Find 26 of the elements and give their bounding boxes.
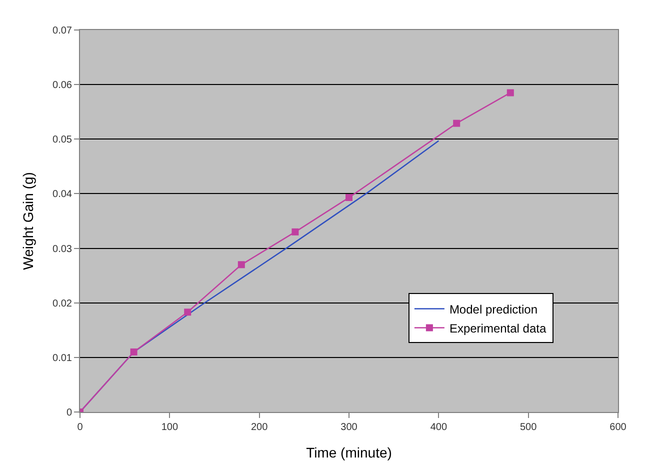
- point: [238, 261, 245, 268]
- x-tick-label: 0: [77, 422, 84, 433]
- y-tick-label: 0: [66, 408, 72, 418]
- x-tick-label: 200: [250, 422, 268, 433]
- x-tick-label: 500: [520, 422, 538, 433]
- y-tick-label: 0.07: [52, 26, 72, 36]
- point: [453, 120, 460, 127]
- x-axis-title: Time (minute): [306, 444, 392, 460]
- legend-label: Model prediction: [449, 302, 538, 316]
- point: [346, 194, 352, 202]
- point: [506, 89, 514, 96]
- y-axis-title: Weight Gain (g): [20, 172, 36, 270]
- legend-label: Experimental data: [449, 321, 546, 336]
- y-tick-label: 0.03: [52, 244, 72, 255]
- y-tick-label: 0.04: [52, 189, 72, 200]
- point: [184, 308, 192, 316]
- x-tick-label: 600: [610, 422, 627, 433]
- x-tick-label: 100: [161, 422, 178, 433]
- x-tick-label: 300: [340, 422, 358, 433]
- point: [292, 228, 299, 236]
- y-tick-label: 0.06: [52, 80, 72, 92]
- y-tick-label: 0.02: [52, 298, 72, 310]
- y-tick-label: 0.01: [52, 352, 72, 364]
- x-tick-label: 400: [430, 422, 448, 433]
- y-tick-label: 0.05: [52, 134, 72, 146]
- point: [130, 348, 138, 356]
